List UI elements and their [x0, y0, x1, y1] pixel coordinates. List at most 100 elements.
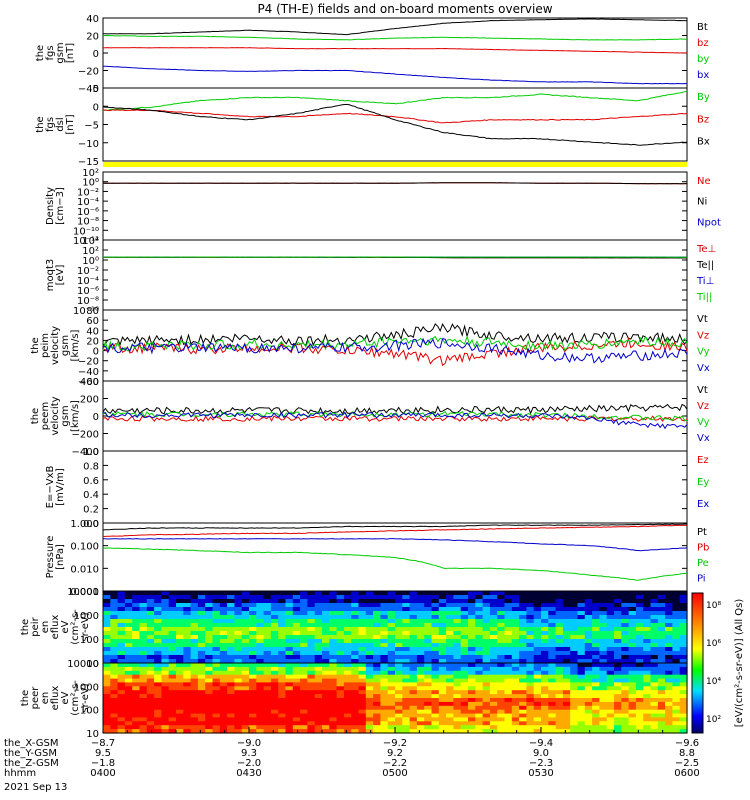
heatmap-cell	[183, 690, 192, 695]
heatmap-cell	[643, 670, 652, 676]
heatmap-cell	[314, 674, 323, 680]
heatmap-cell	[154, 643, 162, 648]
heatmap-cell	[103, 615, 111, 620]
heatmap-cell	[679, 678, 688, 684]
heatmap-cell	[241, 701, 250, 707]
heatmap-cell	[424, 709, 433, 715]
heatmap-cell	[584, 603, 593, 608]
heatmap-cell	[387, 670, 396, 676]
heatmap-cell	[219, 690, 228, 695]
heatmap-cell	[409, 698, 418, 703]
heatmap-cell	[402, 643, 411, 648]
heatmap-cell	[592, 686, 600, 691]
heatmap-cell	[176, 603, 184, 608]
heatmap-cell	[416, 678, 425, 684]
heatmap-cell	[526, 611, 535, 616]
heatmap-cell	[679, 701, 688, 707]
heatmap-cell	[256, 607, 265, 612]
heatmap-cell	[351, 659, 360, 664]
heatmap-cell	[555, 635, 564, 640]
heatmap-cell	[526, 663, 535, 668]
heatmap-cell	[322, 698, 330, 703]
heatmap-cell	[380, 631, 389, 636]
heatmap-cell	[635, 721, 644, 726]
heatmap-cell	[665, 674, 673, 680]
heatmap-cell	[424, 635, 433, 640]
heatmap-cell	[387, 635, 396, 640]
heatmap-cell	[511, 709, 520, 715]
heatmap-cell	[278, 655, 287, 660]
heatmap-cell	[285, 655, 294, 660]
heatmap-cell	[183, 643, 192, 648]
heatmap-cell	[358, 674, 367, 680]
heatmap-cell	[292, 611, 301, 616]
heatmap-cell	[183, 717, 192, 722]
heatmap-cell	[380, 599, 389, 604]
y-tick-label: 0	[93, 49, 99, 60]
heatmap-cell	[497, 674, 506, 680]
heatmap-cell	[584, 729, 593, 734]
heatmap-cell	[475, 698, 484, 703]
heatmap-cell	[395, 635, 403, 640]
heatmap-cell	[212, 682, 221, 687]
heatmap-cell	[358, 635, 367, 640]
heatmap-cell	[672, 709, 681, 715]
heatmap-cell	[300, 729, 308, 734]
heatmap-cell	[365, 615, 374, 620]
heatmap-cell	[292, 659, 301, 664]
heatmap-cell	[606, 666, 615, 672]
heatmap-cell	[358, 721, 367, 726]
heatmap-cell	[446, 591, 454, 596]
heatmap-cell	[183, 694, 192, 699]
heatmap-cell	[416, 611, 425, 616]
heatmap-cell	[117, 663, 126, 668]
heatmap-cell	[183, 721, 192, 726]
heatmap-cell	[511, 603, 520, 608]
heatmap-cell	[614, 631, 622, 636]
heatmap-cell	[322, 678, 330, 684]
heatmap-cell	[621, 701, 630, 707]
heatmap-cell	[621, 678, 630, 684]
heatmap-cell	[431, 591, 440, 596]
heatmap-cell	[599, 595, 608, 600]
heatmap-cell	[497, 603, 506, 608]
heatmap-cell	[219, 713, 228, 719]
heatmap-cell	[584, 705, 593, 711]
heatmap-cell	[584, 595, 593, 600]
heatmap-cell	[657, 670, 666, 676]
heatmap-cell	[679, 599, 688, 604]
y-tick-label: 5	[93, 84, 99, 95]
heatmap-cell	[468, 694, 476, 699]
heatmap-cell	[460, 659, 469, 664]
heatmap-cell	[249, 713, 257, 719]
heatmap-cell	[424, 659, 433, 664]
heatmap-cell	[650, 678, 659, 684]
heatmap-cell	[387, 591, 396, 596]
heatmap-cell	[234, 603, 243, 608]
heatmap-cell	[497, 623, 506, 628]
heatmap-cell	[292, 635, 301, 640]
heatmap-cell	[176, 698, 184, 703]
heatmap-cell	[665, 635, 673, 640]
heatmap-cell	[504, 721, 513, 726]
heatmap-cell	[314, 705, 323, 711]
heatmap-cell	[453, 615, 462, 620]
heatmap-cell	[562, 655, 571, 660]
series-bx-line	[103, 65, 688, 85]
heatmap-cell	[489, 623, 498, 628]
heatmap-cell	[431, 701, 440, 707]
heatmap-cell	[168, 705, 177, 711]
heatmap-cell	[190, 659, 199, 664]
heatmap-cell	[672, 631, 681, 636]
heatmap-cell	[643, 611, 652, 616]
heatmap-cell	[592, 713, 600, 719]
heatmap-cell	[263, 674, 272, 680]
heatmap-cell	[227, 663, 235, 668]
heatmap-cell	[249, 631, 257, 636]
heatmap-cell	[373, 623, 381, 628]
heatmap-cell	[132, 701, 141, 707]
heatmap-cell	[241, 615, 250, 620]
heatmap-cell	[606, 686, 615, 691]
heatmap-cell	[541, 591, 549, 596]
heatmap-cell	[584, 619, 593, 624]
